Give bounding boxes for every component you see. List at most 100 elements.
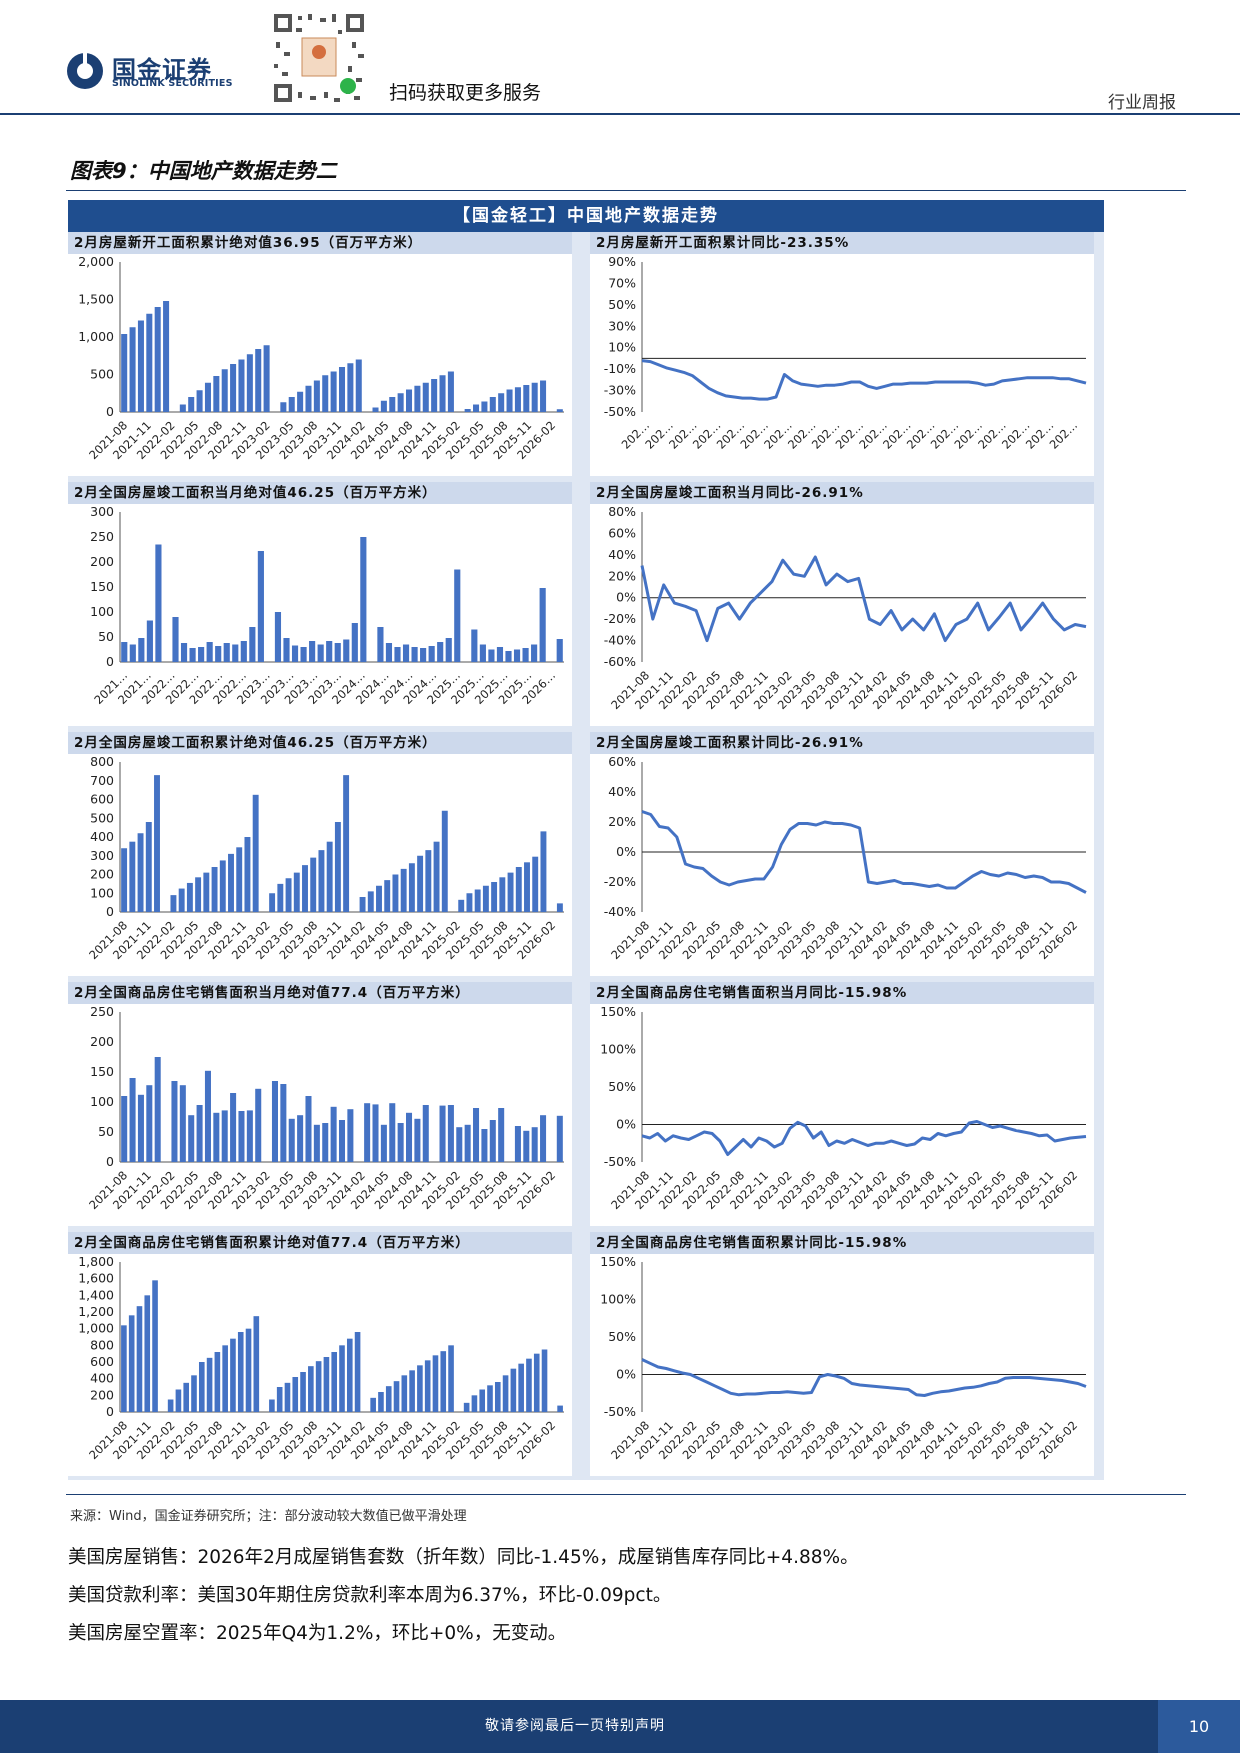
bar: [232, 644, 239, 662]
y-tick-label: 800: [90, 1337, 114, 1352]
page-header: 国金证券 SINOLINK SECURITIES 扫码获取更多服务 行业周报: [0, 0, 1240, 115]
y-tick-label: -40%: [604, 633, 636, 648]
chart-residential-sales-monthly-yoy: 150%100%50%0%-50%2021-082021-112022-0220…: [600, 1004, 1087, 1212]
bar: [540, 380, 547, 412]
bar: [425, 850, 432, 912]
chart-title: 2月全国房屋竣工面积累计同比-26.91%: [590, 732, 1094, 754]
y-tick-label: 200: [90, 1387, 114, 1402]
bar: [204, 382, 211, 412]
y-tick-label: 60%: [608, 754, 636, 769]
bar: [121, 1325, 127, 1412]
bar: [385, 643, 393, 662]
y-tick-label: 50: [98, 1124, 114, 1139]
bar: [370, 1397, 376, 1412]
bar: [121, 642, 128, 662]
bar: [556, 903, 563, 912]
bar: [556, 409, 563, 412]
bar: [533, 1353, 540, 1412]
bar: [269, 893, 276, 912]
bar: [487, 1385, 493, 1412]
bar: [463, 1402, 470, 1412]
bar: [481, 1129, 488, 1162]
chart-cell: 2月全国房屋竣工面积累计绝对值46.25（百万平方米） 800 700 600 500…: [68, 732, 572, 976]
chart-completions-cum-abs: 80070060050040030020010002021-082021-112…: [86, 754, 564, 962]
bar: [532, 856, 539, 912]
y-tick-label: 0: [106, 654, 114, 669]
bar: [409, 1370, 415, 1412]
bar: [510, 1368, 517, 1412]
bar: [271, 1081, 278, 1162]
bar: [389, 1103, 396, 1162]
bar: [323, 1357, 330, 1412]
y-tick-label: 150%: [600, 1004, 636, 1019]
bar: [291, 645, 299, 662]
y-tick-label: 600: [90, 1354, 114, 1369]
bar: [138, 638, 145, 662]
chart-new-starts-cum-abs: 2,0001,5001,00050002021-082021-112022-02…: [78, 254, 564, 462]
y-tick-label: 0: [106, 404, 114, 419]
paragraph-us-mortgage-rate: 美国贷款利率：美国30年期住房贷款利率本周为6.37%，环比-0.09pct。: [68, 1585, 672, 1606]
chart-panel: 【国金轻工】中国地产数据走势 2月房屋新开工面积累计绝对值36.95（百万平方米…: [68, 200, 1104, 1480]
bar: [354, 1332, 361, 1412]
bar: [204, 1070, 211, 1162]
bar: [155, 544, 162, 662]
bar: [171, 1081, 178, 1162]
bar: [183, 1382, 190, 1412]
bar: [136, 1306, 143, 1412]
series-line: [641, 1358, 1087, 1397]
bar: [489, 397, 496, 412]
bar: [515, 867, 522, 912]
bar: [146, 620, 153, 662]
bar: [531, 644, 538, 662]
chart-new-starts-cum-yoy: 90%70%50%30%10%-10%-30%-50%202…202…202…2…: [604, 254, 1087, 452]
y-tick-label: 0: [106, 1154, 114, 1169]
bar: [464, 1124, 471, 1162]
bar: [347, 363, 354, 412]
bar: [448, 1345, 454, 1412]
qr-code-icon[interactable]: [268, 8, 370, 108]
bar: [186, 882, 193, 912]
bar: [293, 872, 300, 912]
logo: 国金证券 SINOLINK SECURITIES: [66, 50, 238, 94]
bar: [167, 1399, 174, 1412]
bar: [213, 376, 220, 412]
bar: [146, 1085, 153, 1162]
bar: [255, 1088, 262, 1162]
bar: [338, 367, 346, 412]
y-tick-label: 200: [90, 554, 114, 569]
bar: [389, 397, 396, 412]
chart-residential-sales-cum-abs: 1,8001,6001,4001,2001,000800600400200020…: [78, 1254, 564, 1462]
bar: [152, 1280, 158, 1412]
series-line: [641, 359, 1087, 401]
y-tick-label: -50%: [604, 1404, 636, 1419]
bar: [514, 1126, 521, 1162]
chart-title: 2月全国商品房住宅销售面积当月同比-15.98%: [590, 982, 1094, 1004]
bar: [188, 1115, 195, 1162]
chart-cell: 2月房屋新开工面积累计同比-23.35% 90% 70% 50% 30% 10% -10%…: [590, 232, 1094, 476]
page-footer: 敬请参阅最后一页特别声明 10: [0, 1700, 1240, 1753]
bar: [146, 313, 153, 412]
bar: [198, 1362, 205, 1412]
bar: [473, 1108, 480, 1162]
bar: [346, 1338, 353, 1412]
y-tick-label: 10%: [608, 340, 636, 355]
bar: [401, 1375, 408, 1412]
bar: [163, 301, 170, 412]
bar: [380, 1124, 387, 1162]
bar: [491, 882, 498, 912]
bar: [263, 345, 270, 412]
y-tick-label: 40%: [608, 547, 636, 562]
bar: [274, 612, 282, 662]
bar: [318, 850, 325, 912]
bar: [221, 1110, 228, 1162]
y-tick-label: 70%: [608, 275, 636, 290]
y-tick-label: 1,400: [78, 1287, 114, 1302]
chart-title: 2月全国商品房住宅销售面积累计同比-15.98%: [590, 1232, 1094, 1254]
bar: [441, 810, 448, 912]
y-tick-label: -20%: [604, 874, 636, 889]
y-tick-label: 60%: [608, 525, 636, 540]
bar: [364, 1103, 371, 1162]
y-tick-label: 2,000: [78, 254, 114, 269]
bar: [288, 1118, 295, 1162]
bar: [437, 642, 444, 662]
